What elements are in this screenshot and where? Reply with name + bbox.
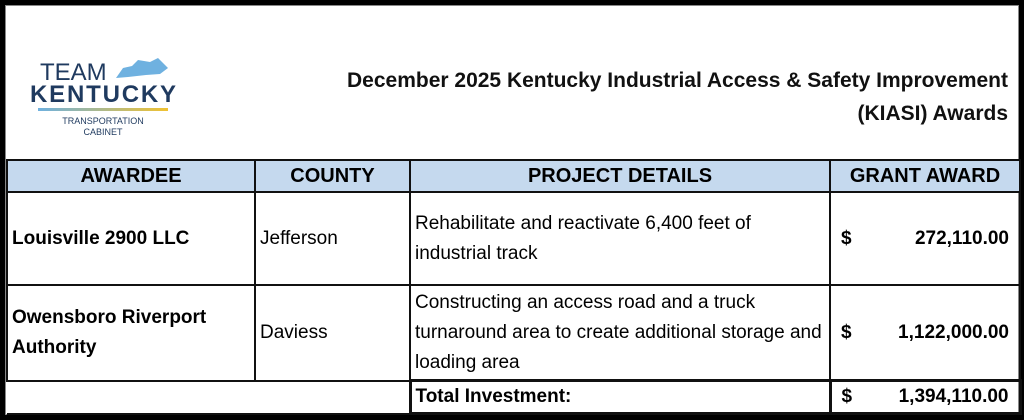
total-amount-cell: $1,394,110.00 [828,379,1022,415]
amount: 272,110.00 [914,227,1009,249]
svg-text:TRANSPORTATION: TRANSPORTATION [62,116,144,126]
total-amount: 1,394,110.00 [898,386,1009,407]
header-row: AWARDEE COUNTY PROJECT DETAILS GRANT AWA… [6,159,1021,193]
svg-text:KENTUCKY: KENTUCKY [30,81,176,108]
county-cell: Jefferson [254,191,411,286]
header-awardee: AWARDEE [6,159,256,193]
total-label: Total Investment: [408,379,832,415]
currency: $ [841,227,852,249]
details-cell: Constructing an access road and a truck … [409,284,831,382]
svg-text:TEAM: TEAM [40,59,107,86]
awards-table: AWARDEE COUNTY PROJECT DETAILS GRANT AWA… [6,159,1022,415]
kentucky-state-icon [116,58,168,78]
blank-cell [7,379,411,415]
currency: $ [841,321,852,343]
svg-text:CABINET: CABINET [83,127,123,137]
county-cell: Daviess [254,284,411,382]
table-row: Owensboro Riverport Authority Daviess Co… [6,284,1021,382]
header-grant-award: GRANT AWARD [829,159,1021,193]
title-line-1: December 2025 Kentucky Industrial Access… [347,69,1008,92]
currency: $ [841,386,853,407]
title-line-2: (KIASI) Awards [857,102,1008,125]
page-title: December 2025 Kentucky Industrial Access… [208,64,1008,130]
details-cell: Rehabilitate and reactivate 6,400 feet o… [409,191,831,286]
amount: 1,122,000.00 [898,321,1009,343]
header-project-details: PROJECT DETAILS [409,159,831,193]
grant-cell: $272,110.00 [829,191,1021,286]
team-kentucky-logo: TEAM KENTUCKY TRANSPORTATION CABINET [28,56,188,146]
total-row: Total Investment: $1,394,110.00 [7,379,1022,415]
grant-cell: $1,122,000.00 [829,284,1021,382]
awardee-cell: Louisville 2900 LLC [6,191,256,286]
header-county: COUNTY [254,159,411,193]
table-row: Louisville 2900 LLC Jefferson Rehabilita… [6,191,1021,286]
awardee-cell: Owensboro Riverport Authority [6,284,256,382]
document-frame: TEAM KENTUCKY TRANSPORTATION CABINET Dec… [5,5,1022,415]
